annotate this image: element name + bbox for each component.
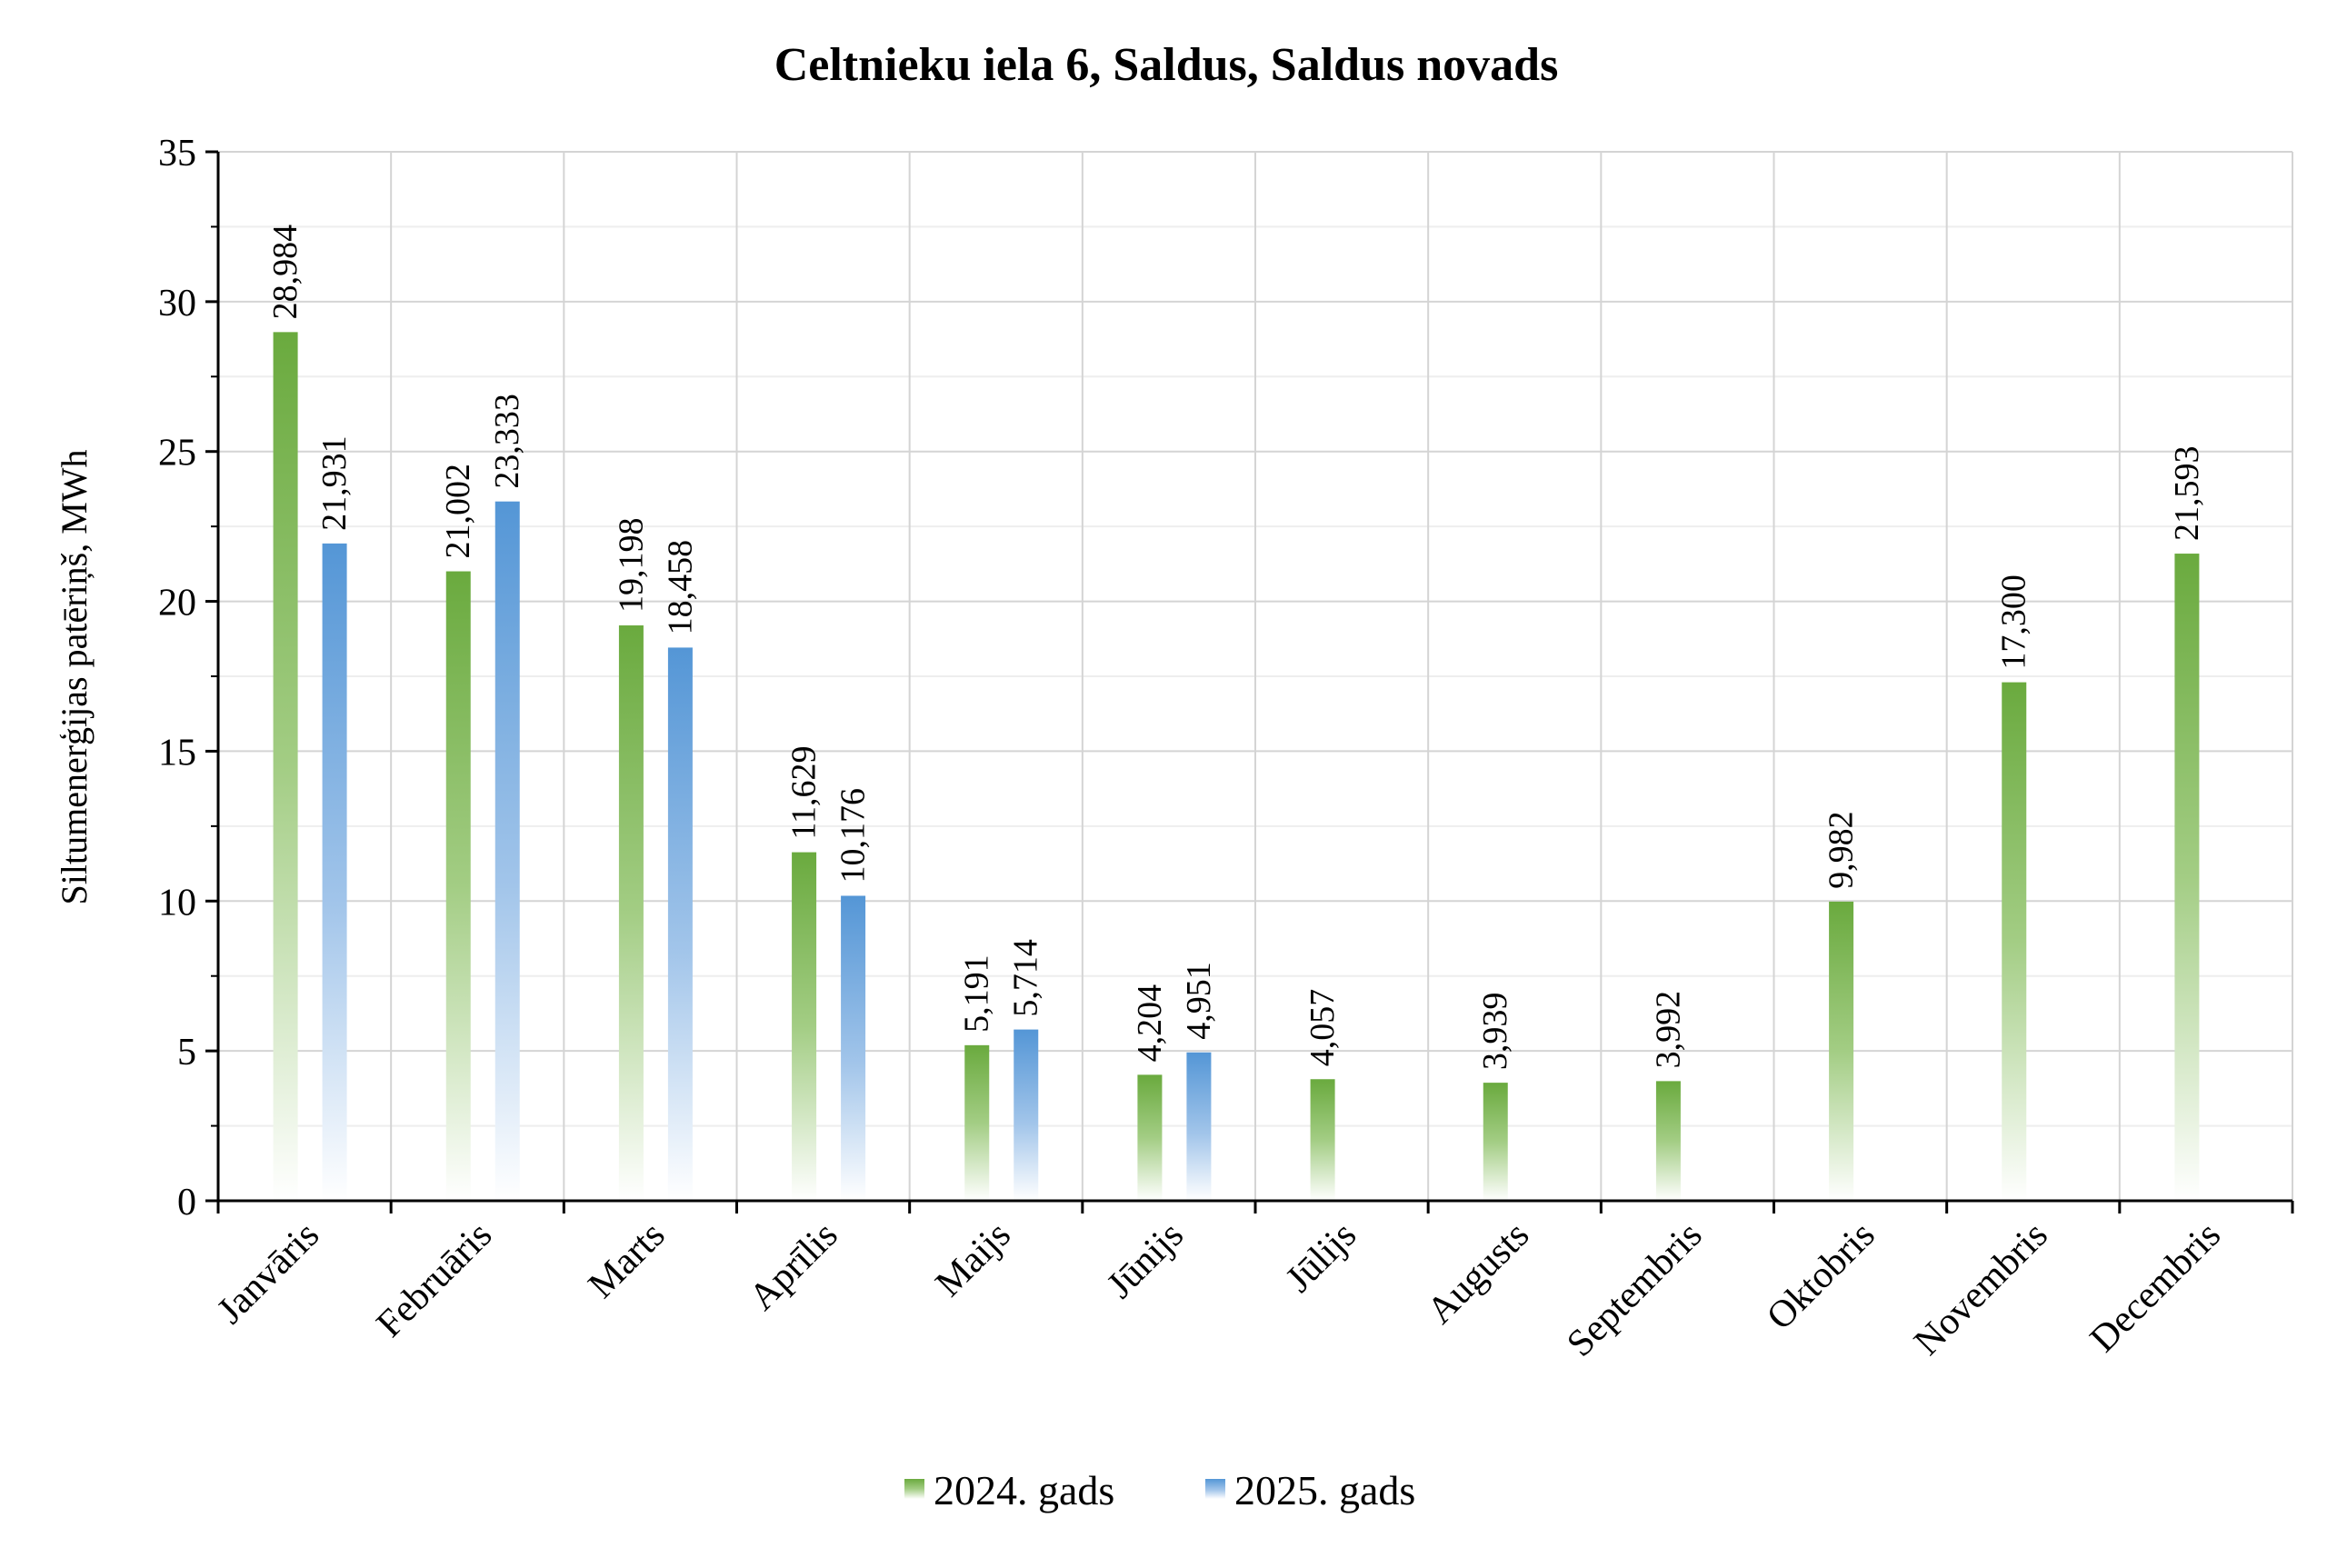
bar-data-label: 10,176 [834,788,873,883]
x-tick-label: Jūnijs [1099,1214,1192,1307]
x-tick-label: Aprīlis [742,1214,846,1319]
bar [322,543,347,1201]
x-tick-label: Maijs [928,1214,1019,1305]
bar-data-label: 18,458 [661,540,699,635]
bar-data-label: 3,992 [1649,991,1687,1069]
bar-data-label: 4,204 [1131,984,1169,1063]
chart-title: Celtnieku iela 6, Saldus, Saldus novads [774,39,1559,91]
bar-data-label: 5,714 [1007,939,1045,1017]
y-tick-label: 0 [177,1182,196,1223]
x-tick-label: Janvāris [209,1214,327,1333]
y-tick-label: 30 [158,283,196,325]
bars [273,332,2200,1202]
bar-labels: 28,984 21,002 19,198 11,629 5,191 4,204 4,057 3… [266,225,2206,1070]
y-tick-label: 35 [158,133,196,175]
bar [494,501,520,1201]
legend-label: 2024. gads [934,1467,1114,1513]
bar [1310,1079,1335,1201]
y-tick-label: 20 [158,583,196,624]
y-axis-label: Siltumenerģijas patēriņš, MWh [54,449,95,904]
bar-data-label: 9,982 [1823,811,1861,889]
bar-data-label: 28,984 [266,225,305,320]
bar [445,571,471,1201]
bar-data-label: 4,057 [1303,989,1342,1067]
bar [1014,1029,1039,1201]
bar [1829,901,1854,1201]
bar-data-label: 21,002 [439,464,477,559]
x-tick-label: Augusts [1419,1214,1537,1333]
x-tick-label: Novembris [1906,1214,2056,1364]
bar-data-label: 4,951 [1180,962,1218,1040]
bar-data-label: 3,939 [1476,993,1514,1071]
x-tick-label: Oktobris [1759,1214,1883,1338]
bar [2174,554,2200,1201]
bar [618,625,644,1201]
bar-data-label: 19,198 [612,518,650,614]
bar-data-label: 17,300 [1995,574,2033,670]
bar-data-label: 5,191 [958,954,996,1033]
bar [841,895,866,1201]
x-tick-label: Decembris [2082,1214,2229,1361]
bar [2002,682,2027,1201]
y-tick-label: 25 [158,433,196,474]
legend-swatch [904,1479,924,1499]
legend-label: 2025. gads [1234,1467,1415,1513]
x-tick-label: Jūlijs [1278,1214,1364,1301]
legend-swatch [1205,1479,1225,1499]
bar [1186,1052,1212,1201]
bar [792,852,817,1201]
bar [1655,1081,1681,1201]
bar-data-label: 21,931 [315,435,354,531]
y-tick-label: 10 [158,882,196,924]
bar-data-label: 21,593 [2168,446,2206,542]
bar [273,332,298,1202]
legend: 2024. gads 2025. gads [904,1467,1415,1513]
axes [205,150,2294,1213]
x-tick-label: Marts [581,1214,674,1307]
x-tick-labels: Janvāris Februāris Marts Aprīlis Maijs Jūnijs… [209,1214,2229,1365]
bar-data-label: 11,629 [785,745,824,839]
bar [667,647,693,1201]
y-tick-labels: 0 5 10 15 20 25 30 35 [158,133,196,1223]
x-tick-label: Septembris [1559,1214,1710,1365]
bar-data-label: 23,333 [488,394,526,489]
bar [1137,1074,1163,1201]
bar [964,1044,990,1201]
bar [1483,1083,1508,1201]
y-tick-label: 15 [158,732,196,774]
x-tick-label: Februāris [369,1214,501,1346]
y-tick-label: 5 [177,1032,196,1074]
grid [218,151,2293,1201]
